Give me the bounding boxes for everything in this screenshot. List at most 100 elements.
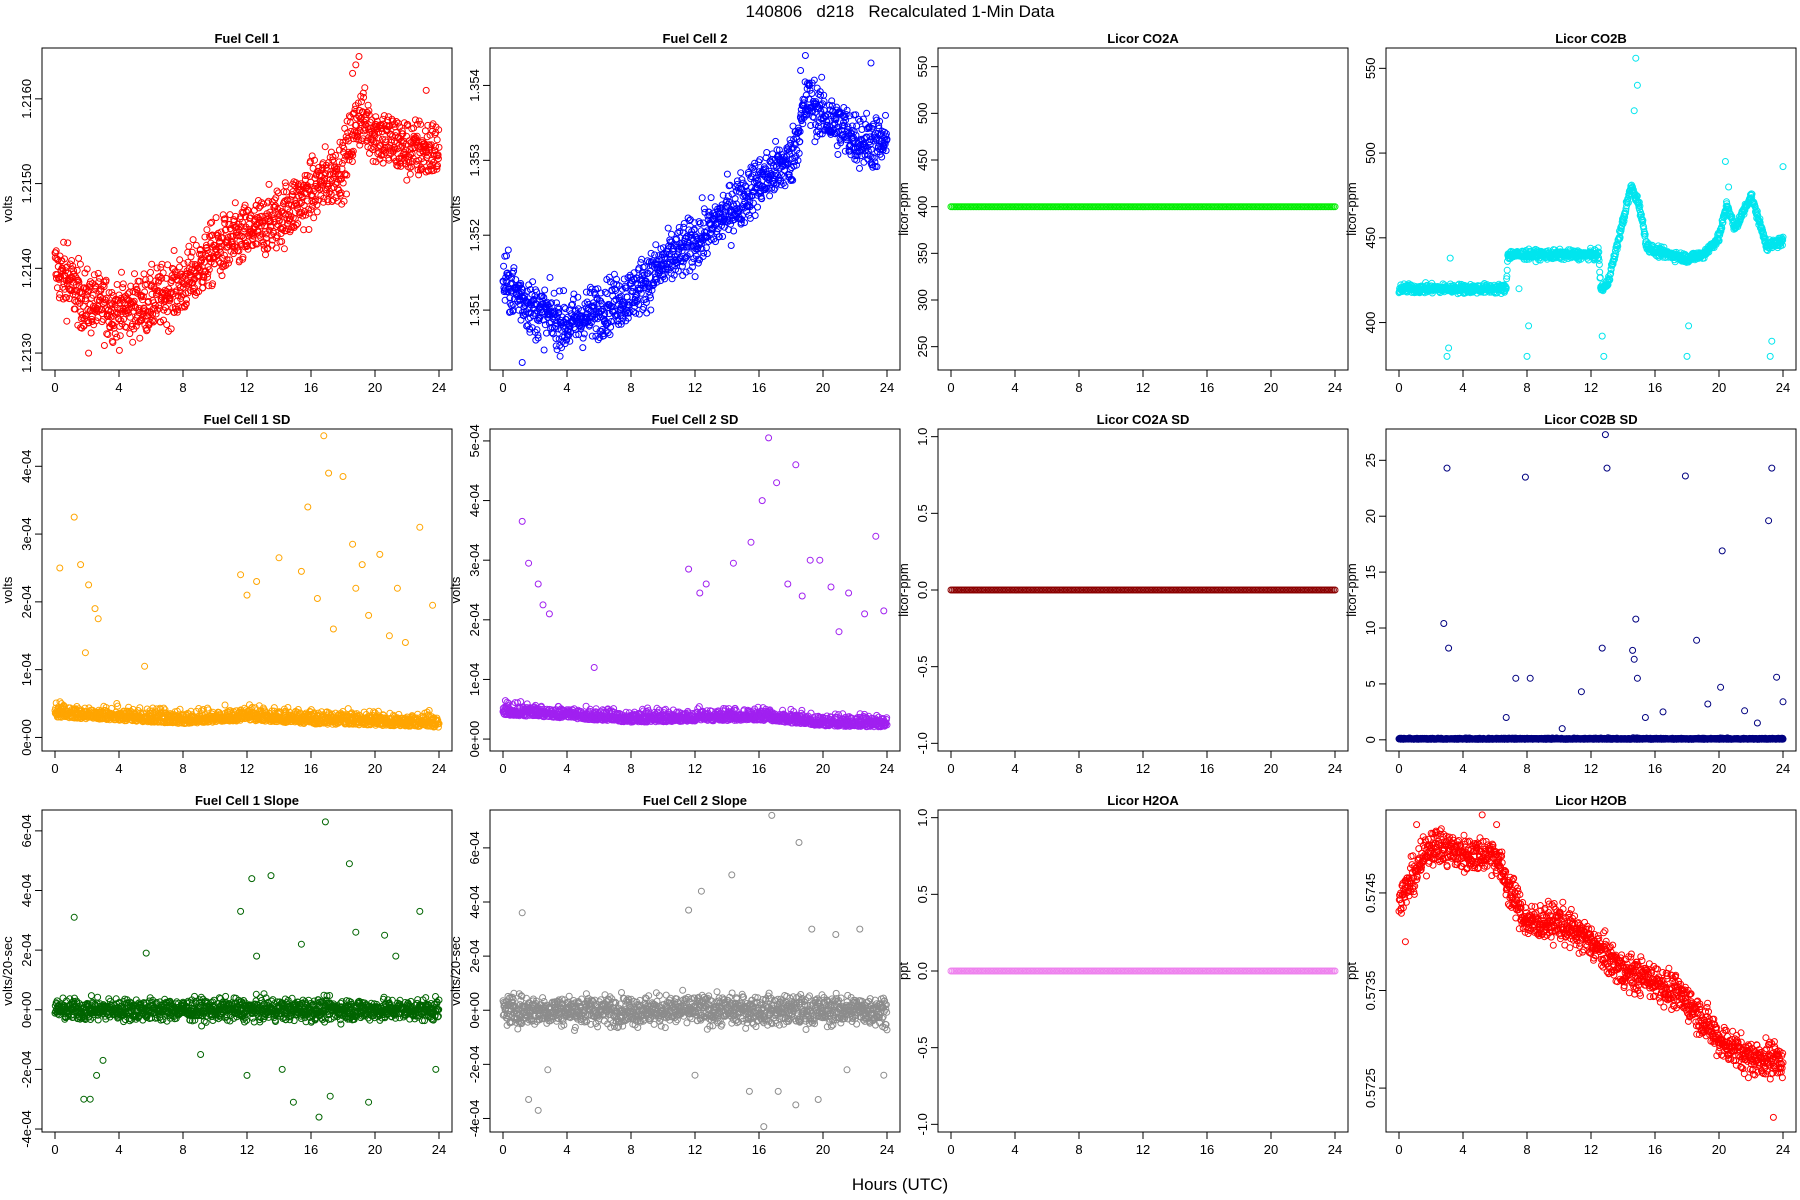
data-point bbox=[207, 219, 214, 227]
data-point bbox=[323, 166, 331, 174]
data-point bbox=[801, 52, 809, 59]
data-point bbox=[139, 293, 147, 300]
data-point bbox=[620, 275, 628, 283]
data-point bbox=[379, 159, 387, 167]
data-point bbox=[698, 194, 706, 202]
data-point bbox=[136, 277, 143, 285]
data-point bbox=[220, 260, 227, 268]
data-point bbox=[1515, 285, 1523, 293]
data-point bbox=[294, 220, 302, 228]
data-point bbox=[242, 208, 250, 216]
data-point bbox=[302, 211, 310, 219]
data-point bbox=[168, 288, 175, 296]
data-point bbox=[342, 136, 350, 144]
data-point bbox=[188, 260, 196, 268]
data-point bbox=[317, 176, 325, 184]
data-point bbox=[239, 253, 247, 261]
data-point bbox=[727, 242, 735, 249]
x-tick-label: 16 bbox=[304, 380, 318, 395]
data-point bbox=[95, 278, 103, 286]
data-point bbox=[1595, 261, 1603, 268]
data-point bbox=[115, 346, 123, 354]
data-point bbox=[275, 217, 283, 225]
data-point bbox=[230, 242, 238, 250]
data-point bbox=[355, 136, 363, 144]
data-series bbox=[51, 432, 443, 731]
data-point bbox=[142, 276, 150, 284]
data-point bbox=[317, 181, 324, 189]
y-tick-label: 4e-04 bbox=[19, 450, 34, 483]
plot-frame bbox=[1385, 47, 1797, 371]
data-point bbox=[301, 208, 308, 215]
data-point bbox=[190, 288, 198, 295]
data-point bbox=[510, 264, 518, 272]
x-tick-label: 16 bbox=[752, 380, 766, 395]
data-point bbox=[518, 359, 526, 366]
data-point bbox=[707, 194, 715, 202]
data-point bbox=[126, 313, 134, 321]
data-series bbox=[1395, 54, 1787, 360]
data-point bbox=[643, 309, 651, 317]
data-point bbox=[361, 84, 369, 92]
data-point bbox=[183, 296, 190, 304]
data-point bbox=[273, 187, 281, 195]
data-point bbox=[52, 247, 60, 255]
data-point bbox=[60, 238, 68, 246]
data-point bbox=[226, 256, 234, 264]
data-point bbox=[1503, 266, 1511, 274]
data-point bbox=[153, 264, 161, 272]
x-tick-label: 24 bbox=[880, 380, 894, 395]
data-point bbox=[338, 165, 346, 173]
panel-title: Fuel Cell 1 bbox=[214, 31, 279, 46]
data-point bbox=[223, 256, 231, 263]
data-point bbox=[244, 245, 252, 253]
data-point bbox=[176, 284, 184, 291]
data-point bbox=[349, 147, 357, 155]
data-point bbox=[64, 239, 72, 247]
data-point bbox=[579, 344, 587, 352]
data-point bbox=[109, 321, 117, 328]
x-tick-label: 8 bbox=[627, 380, 634, 395]
data-point bbox=[192, 241, 200, 249]
data-point bbox=[355, 53, 363, 60]
data-point bbox=[199, 284, 207, 292]
data-point bbox=[87, 278, 94, 286]
data-point bbox=[221, 215, 229, 223]
data-point bbox=[133, 286, 141, 294]
x-tick-label: 12 bbox=[240, 761, 254, 776]
data-point bbox=[354, 99, 362, 107]
data-point bbox=[176, 263, 183, 271]
data-point bbox=[737, 169, 745, 177]
data-point bbox=[1600, 352, 1608, 360]
x-tick-label: 24 bbox=[432, 380, 446, 395]
data-point bbox=[195, 288, 203, 296]
x-tick-label: 20 bbox=[1264, 380, 1278, 395]
data-point bbox=[273, 232, 281, 240]
data-point bbox=[652, 241, 660, 249]
data-point bbox=[1523, 352, 1531, 360]
data-point bbox=[345, 156, 353, 164]
y-axis-label: volts bbox=[448, 195, 463, 222]
data-point bbox=[1721, 158, 1729, 165]
data-point bbox=[103, 330, 111, 338]
data-point bbox=[348, 148, 356, 156]
data-point bbox=[1446, 254, 1454, 262]
data-point bbox=[131, 270, 138, 278]
y-tick-label: 250 bbox=[915, 336, 930, 358]
data-point bbox=[1445, 344, 1453, 352]
data-point bbox=[241, 225, 248, 233]
y-tick-label: 300 bbox=[915, 289, 930, 311]
data-point bbox=[504, 246, 512, 254]
x-tick-label: 8 bbox=[179, 380, 186, 395]
data-point bbox=[204, 270, 212, 278]
page-title: 140806 d218 Recalculated 1-Min Data bbox=[745, 2, 1055, 21]
data-point bbox=[63, 317, 71, 325]
data-point bbox=[146, 275, 154, 283]
data-point bbox=[546, 274, 554, 281]
x-tick-label: 12 bbox=[688, 380, 702, 395]
data-point bbox=[75, 278, 83, 286]
data-point bbox=[1725, 183, 1733, 191]
data-point bbox=[834, 151, 842, 158]
